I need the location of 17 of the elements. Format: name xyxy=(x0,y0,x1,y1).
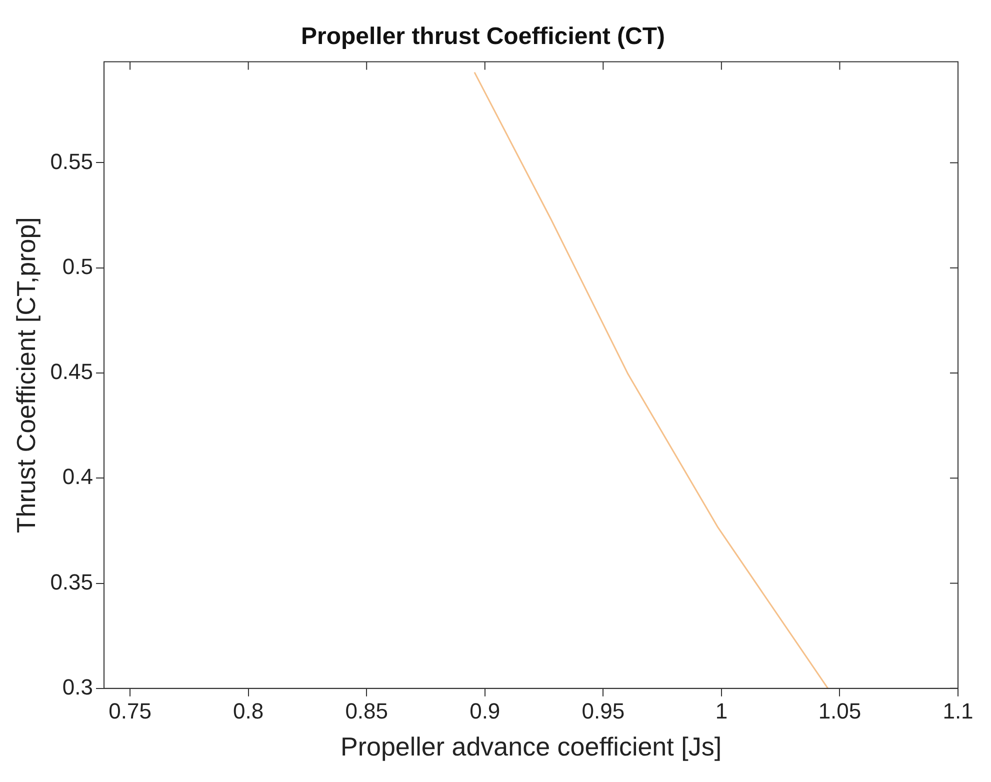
chart-title: Propeller thrust Coefficient (CT) xyxy=(300,23,666,50)
y-tick-label: 0.45 xyxy=(50,359,94,384)
y-tick-label: 0.35 xyxy=(50,569,94,594)
y-tick-label: 0.4 xyxy=(62,464,94,490)
x-axis-title: Propeller advance coefficient [Js] xyxy=(340,732,722,762)
y-tick-label: 0.55 xyxy=(50,148,94,174)
x-tick-label: 0.9 xyxy=(470,698,500,724)
x-tick-label: 0.95 xyxy=(582,698,625,724)
x-tick-label: 0.85 xyxy=(345,698,388,724)
x-tick-label: 0.75 xyxy=(108,698,152,724)
x-tick-label: 1.1 xyxy=(942,698,974,724)
y-tick-label: 0.3 xyxy=(62,674,94,700)
y-axis-title: Thrust Coefficient [CT,prop] xyxy=(10,217,41,534)
x-tick-label: 0.8 xyxy=(233,698,264,724)
x-tick-label: 1 xyxy=(715,698,728,724)
x-tick-label: 1.05 xyxy=(818,698,862,724)
y-tick-label: 0.5 xyxy=(62,254,94,279)
